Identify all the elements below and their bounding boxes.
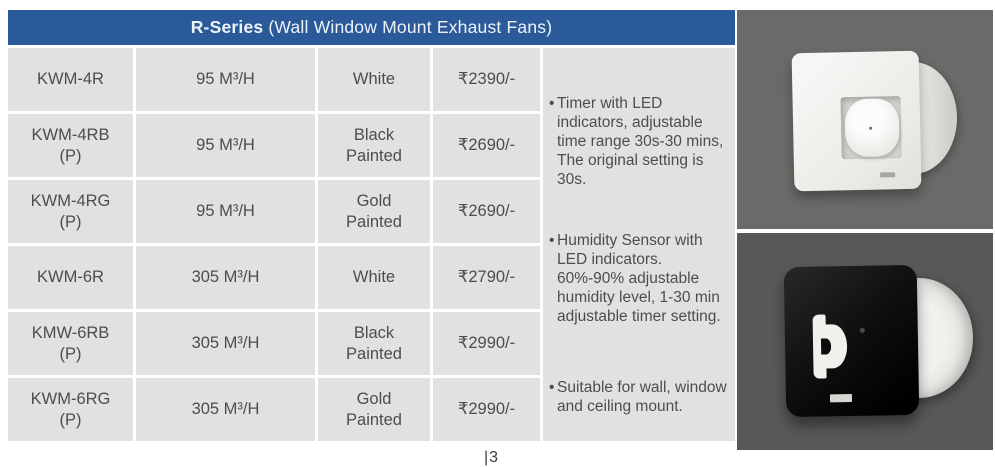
model-suffix: (P) (59, 410, 82, 429)
notes-cell: Timer with LED indicators, adjustable ti… (543, 48, 735, 441)
table-header: R-Series (Wall Window Mount Exhaust Fans… (8, 10, 735, 45)
finish-cell: White (318, 48, 430, 111)
model-cell: KWM-6R (8, 246, 133, 309)
finish-text: Gold Painted (346, 192, 402, 231)
model-text: KMW-6RB (31, 324, 110, 343)
model-text: KWM-6RG (30, 390, 111, 409)
airflow-cell: 305 M³/H (136, 312, 315, 375)
finish-cell: Gold Painted (318, 378, 430, 441)
model-suffix: (P) (59, 344, 82, 363)
airflow-cell: 305 M³/H (136, 246, 315, 309)
black-fan-panel (783, 264, 920, 418)
price-cell: ₹2990/- (433, 312, 540, 375)
airflow-cell: 305 M³/H (136, 378, 315, 441)
airflow-cell: 95 M³/H (136, 114, 315, 177)
model-cell: KMW-6RB (P) (8, 312, 133, 375)
finish-cell: Black Painted (318, 114, 430, 177)
finish-cell: Black Painted (318, 312, 430, 375)
price-cell: ₹2690/- (433, 180, 540, 243)
model-suffix: (P) (59, 146, 82, 165)
finish-cell: White (318, 246, 430, 309)
finish-text: Black Painted (346, 324, 402, 363)
model-suffix: (P) (59, 212, 82, 231)
price-cell: ₹2990/- (433, 378, 540, 441)
model-cell: KWM-6RG (P) (8, 378, 133, 441)
model-cell: KWM-4R (8, 48, 133, 111)
black-fan-opening-notch (820, 338, 832, 355)
table-rows: KWM-4R 95 M³/H White ₹2390/- KWM-4RB (P)… (8, 48, 540, 441)
model-cell: KWM-4RB (P) (8, 114, 133, 177)
black-fan-hub-dot (859, 327, 865, 333)
airflow-cell: 95 M³/H (136, 48, 315, 111)
note-humidity-sensor: Humidity Sensor with LED indicators. 60%… (549, 231, 731, 326)
model-text: KWM-4RG (30, 192, 111, 211)
series-title: R-Series (190, 17, 264, 37)
finish-text: White (352, 70, 396, 89)
white-fan-panel (791, 50, 922, 192)
model-text: KWM-6R (37, 268, 104, 287)
white-fan-hub-dot (869, 126, 873, 130)
price-cell: ₹2790/- (433, 246, 540, 309)
price-cell: ₹2390/- (433, 48, 540, 111)
model-text: KWM-4R (37, 70, 104, 89)
model-cell: KWM-4RG (P) (8, 180, 133, 243)
white-fan-logo (880, 172, 896, 178)
airflow-cell: 95 M³/H (136, 180, 315, 243)
model-text: KWM-4RB (31, 126, 110, 145)
price-cell: ₹2690/- (433, 114, 540, 177)
note-timer: Timer with LED indicators, adjustable ti… (549, 94, 731, 189)
finish-text: White (352, 268, 396, 287)
finish-cell: Gold Painted (318, 180, 430, 243)
finish-text: Black Painted (346, 126, 402, 165)
black-fan-logo (829, 394, 853, 403)
series-subtitle: (Wall Window Mount Exhaust Fans) (263, 17, 553, 37)
product-photo-black-fan (737, 233, 993, 450)
page-number: |3 (484, 449, 500, 466)
product-photo-white-fan (737, 10, 993, 229)
price-table: R-Series (Wall Window Mount Exhaust Fans… (8, 10, 735, 444)
finish-text: Gold Painted (346, 390, 402, 429)
note-mounting: Suitable for wall, window and ceiling mo… (549, 378, 731, 416)
